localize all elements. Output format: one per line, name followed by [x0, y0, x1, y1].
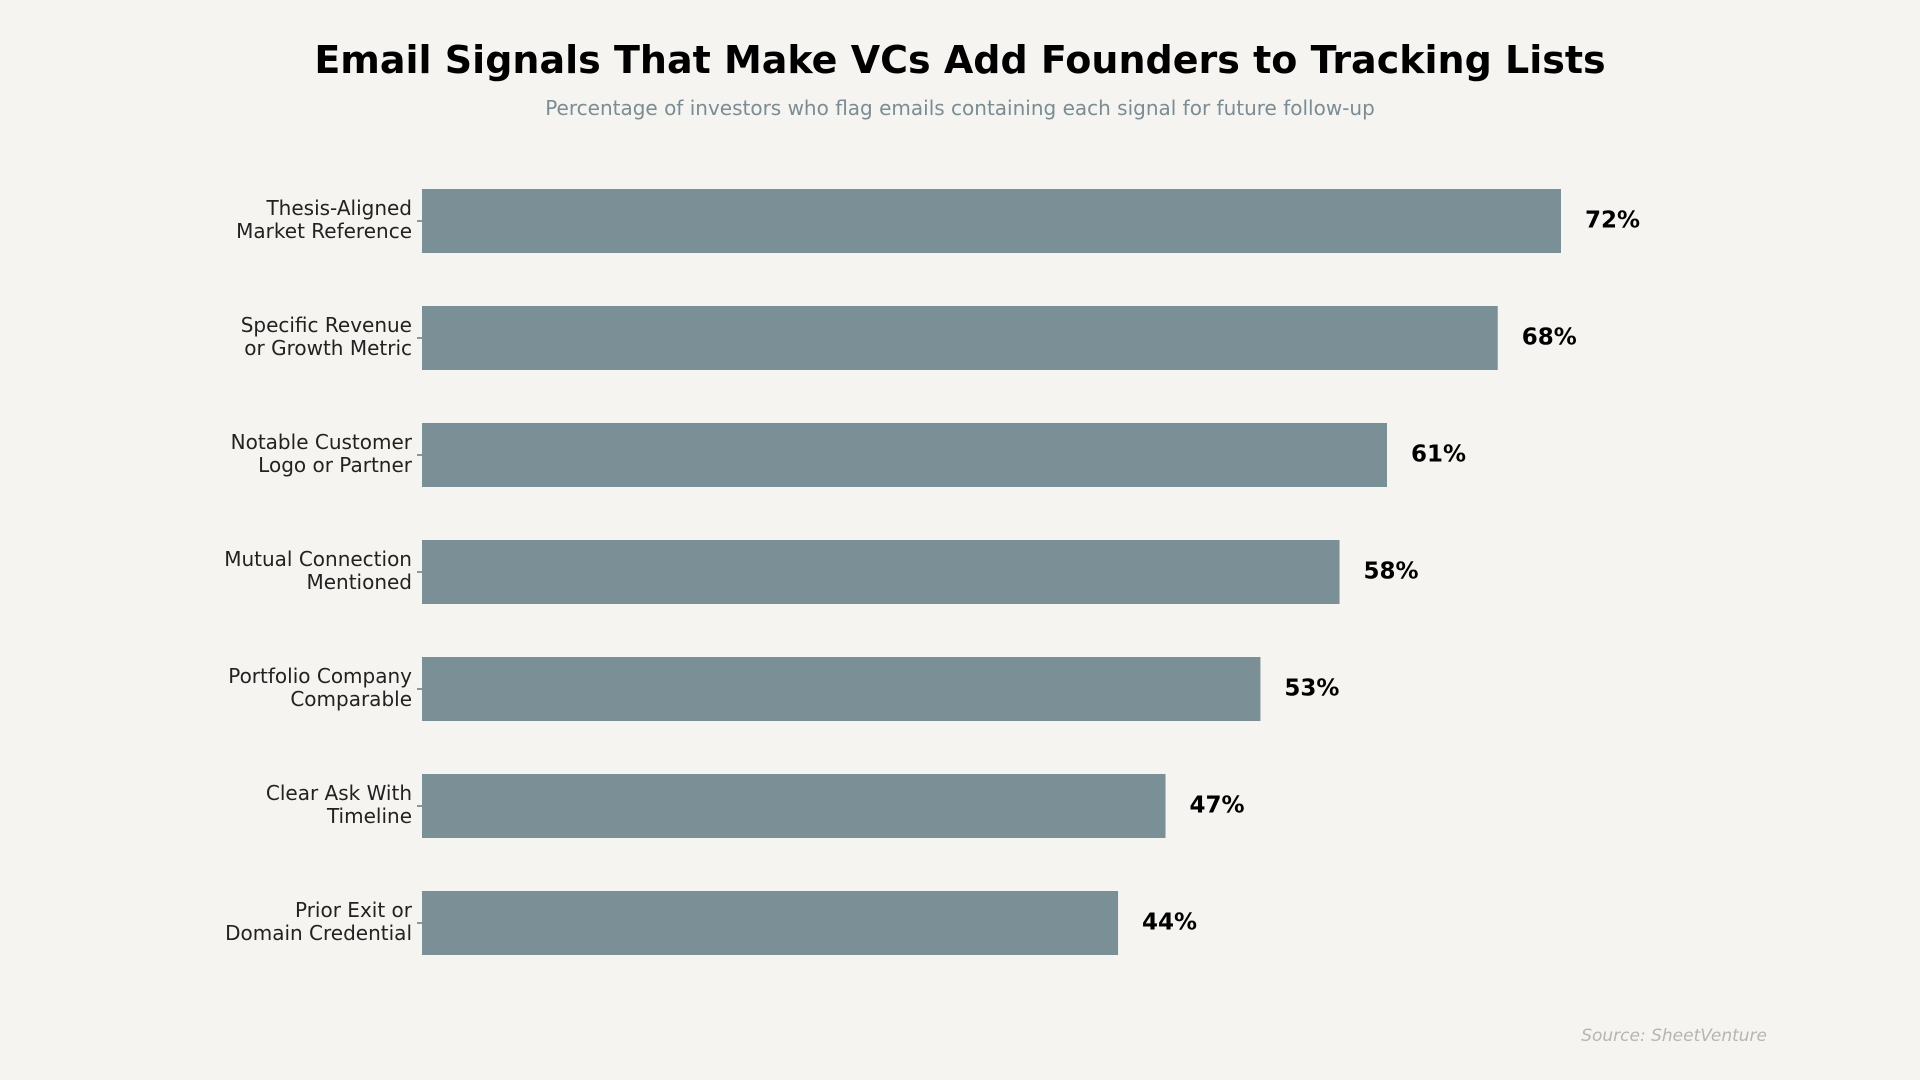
category-label: Thesis-Aligned Market Reference [236, 196, 412, 243]
category-label-line: Domain Credential [225, 921, 412, 945]
value-label: 68% [1522, 325, 1577, 351]
value-label: 53% [1284, 676, 1339, 702]
category-label: Clear Ask With Timeline [266, 781, 412, 828]
chart-subtitle: Percentage of investors who flag emails … [545, 96, 1375, 120]
chart-title: Email Signals That Make VCs Add Founders… [314, 38, 1606, 82]
category-label: Mutual Connection Mentioned [224, 547, 412, 594]
value-label: 61% [1411, 442, 1466, 468]
bar [422, 423, 1387, 487]
category-label: Notable Customer Logo or Partner [231, 430, 413, 477]
category-label: Specific Revenue or Growth Metric [241, 313, 412, 360]
value-label: 47% [1190, 793, 1245, 819]
category-label-line: Specific Revenue [241, 313, 412, 337]
category-label-line: Portfolio Company [228, 664, 412, 688]
bar [422, 540, 1340, 604]
bar [422, 774, 1166, 838]
category-label-line: Timeline [326, 804, 412, 828]
category-label-line: Market Reference [236, 219, 412, 243]
category-label: Prior Exit or Domain Credential [225, 898, 413, 945]
value-label: 58% [1364, 559, 1419, 585]
source-note: Source: SheetVenture [1581, 1026, 1767, 1046]
value-label: 44% [1142, 910, 1197, 936]
category-label-line: Clear Ask With [266, 781, 412, 805]
category-label-line: Notable Customer [231, 430, 413, 454]
category-label-line: Mutual Connection [224, 547, 412, 571]
bar [422, 891, 1119, 955]
bar [422, 657, 1261, 721]
category-label-line: Thesis-Aligned [265, 196, 412, 220]
category-label-line: Logo or Partner [258, 453, 413, 477]
bar [422, 306, 1498, 370]
value-label: 72% [1585, 208, 1640, 234]
category-label-line: Comparable [290, 687, 412, 711]
bar [422, 189, 1561, 253]
category-label: Portfolio Company Comparable [228, 664, 412, 711]
category-label-line: Mentioned [306, 570, 412, 594]
category-label-line: Prior Exit or [295, 898, 413, 922]
category-label-line: or Growth Metric [244, 336, 412, 360]
